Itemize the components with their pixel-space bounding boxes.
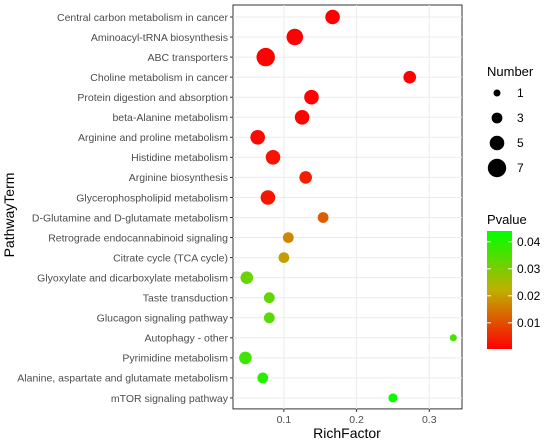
data-point: [317, 212, 329, 223]
data-point: [260, 190, 276, 205]
y-tick-label: ABC transporters: [147, 52, 228, 64]
data-point: [265, 150, 281, 165]
size-legend-label: 5: [517, 136, 524, 150]
grid-lines: [233, 5, 462, 409]
y-tick-label: Central carbon metabolism in cancer: [57, 12, 228, 24]
y-tick-label: Choline metabolism in cancer: [90, 72, 228, 84]
data-point: [263, 292, 275, 304]
y-tick-label: Glucagon signaling pathway: [97, 313, 229, 325]
x-tick-label: 0.1: [277, 414, 292, 426]
y-tick-label: Taste transduction: [143, 293, 228, 305]
x-axis-title: RichFactor: [313, 425, 381, 441]
data-point: [388, 393, 398, 403]
y-tick-label: Aminoacyl-tRNA biosynthesis: [91, 32, 228, 44]
y-tick-label: Arginine and proline metabolism: [78, 132, 228, 144]
y-tick-label: Histidine metabolism: [131, 152, 228, 164]
size-legend-label: 3: [517, 111, 524, 125]
size-legend-dot: [487, 158, 507, 178]
y-tick-label: Glyoxylate and dicarboxylate metabolism: [37, 272, 228, 284]
plot-panel: [232, 4, 463, 410]
colorbar-tick-label: 0.03: [517, 262, 541, 276]
data-point: [239, 351, 252, 365]
x-axis: 0.1 0.2 0.3: [277, 408, 437, 426]
colorbar-tick-label: 0.04: [517, 235, 541, 249]
size-legend-label: 7: [517, 161, 524, 175]
data-point: [286, 28, 304, 46]
y-tick-label: Arginine biosynthesis: [129, 172, 228, 184]
size-legend-label: 1: [517, 86, 524, 100]
data-point: [304, 89, 319, 105]
data-point: [403, 70, 417, 84]
y-tick-label: Glycerophospholipid metabolism: [76, 192, 228, 204]
colorbar-tick-label: 0.02: [517, 289, 541, 303]
x-tick-label: 0.2: [349, 414, 364, 426]
x-tick-label: 0.3: [422, 414, 437, 426]
data-point: [257, 372, 269, 384]
y-tick-label: Protein digestion and absorption: [77, 92, 228, 104]
y-tick-label: Alanine, aspartate and glutamate metabol…: [17, 373, 228, 385]
size-legend-title: Number: [487, 64, 534, 79]
data-point: [263, 312, 275, 324]
pvalue-colorbar: [487, 231, 512, 349]
y-axis-title: PathwayTerm: [1, 173, 17, 258]
color-legend-title: Pvalue: [487, 212, 527, 227]
size-legend-dot: [493, 89, 501, 97]
data-point: [240, 271, 254, 285]
y-tick-label: beta-Alanine metabolism: [112, 112, 228, 124]
size-legend-dot: [489, 135, 505, 151]
data-points: [239, 9, 457, 403]
colorbar-tick-label: 0.01: [517, 316, 541, 330]
data-point: [299, 171, 313, 184]
y-axis: Central carbon metabolism in cancer Amino…: [17, 12, 233, 405]
y-tick-label: D-Glutamine and D-glutamate metabolism: [32, 212, 228, 224]
data-point: [294, 110, 310, 125]
y-tick-label: Autophagy - other: [145, 333, 229, 345]
data-point: [250, 130, 265, 145]
y-tick-label: Pyrimidine metabolism: [122, 353, 228, 365]
y-tick-label: Retrograde endocannabinoid signaling: [48, 232, 228, 244]
data-point: [256, 47, 275, 67]
size-legend-dot: [491, 112, 503, 124]
data-point: [282, 232, 294, 244]
data-point: [325, 9, 340, 25]
y-tick-label: Citrate cycle (TCA cycle): [113, 252, 228, 264]
data-point: [278, 252, 290, 263]
size-legend: Number 1 3 5 7: [487, 64, 534, 178]
data-point: [449, 334, 457, 342]
y-tick-label: mTOR signaling pathway: [111, 393, 229, 405]
color-legend: Pvalue 0.01 0.02 0.03 0.04: [487, 212, 541, 349]
